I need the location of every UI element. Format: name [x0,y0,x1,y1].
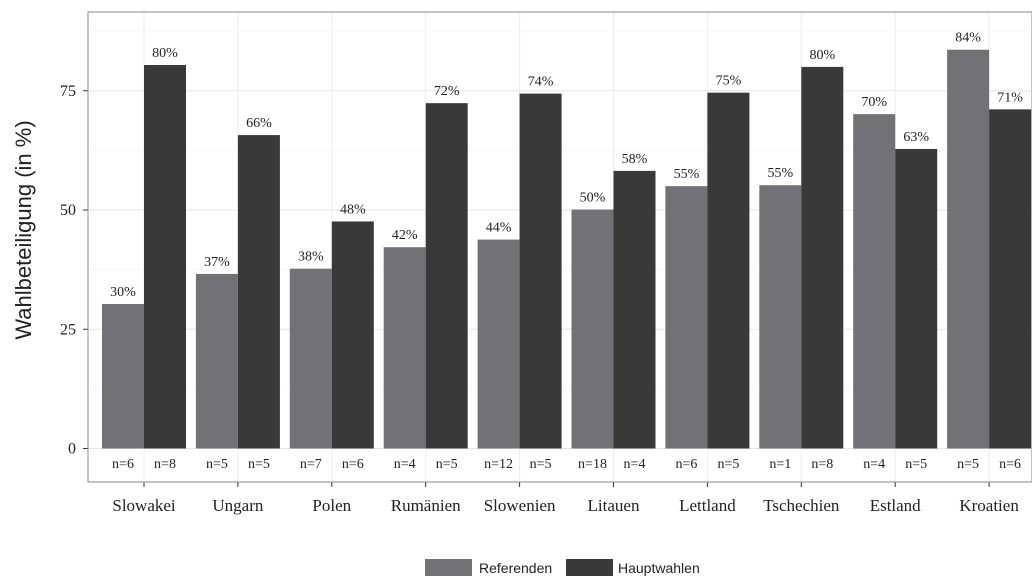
sample-size-label: n=12 [484,457,513,472]
bar-value-label: 55% [767,166,793,181]
bar-value-label: 84% [955,31,981,46]
bar-hauptwahlen [425,103,468,449]
bar-hauptwahlen [519,93,562,449]
sample-size-label: n=4 [863,457,885,472]
legend: Referenden Hauptwahlen [425,559,700,576]
x-tick-label: Slowenien [484,496,556,515]
bar-value-label: 58% [622,152,648,167]
bar-value-label: 70% [861,95,887,110]
bar-referenden [759,185,802,449]
sample-size-label: n=8 [154,457,176,472]
bar-referenden [102,303,144,449]
bar-referenden [665,186,708,449]
x-tick-label: Kroatien [959,496,1019,515]
legend-label-referenden: Referenden [479,560,552,576]
sample-size-label: n=5 [717,457,739,472]
bar-value-label: 55% [674,167,700,182]
bar-hauptwahlen [613,170,656,449]
bar-value-label: 30% [110,285,136,300]
y-tick-label: 50 [60,202,76,219]
x-tick-label: Tschechien [763,496,840,515]
plot-panel-border [87,11,1032,483]
sample-size-label: n=5 [905,457,927,472]
bar-hauptwahlen [801,66,844,449]
bar-hauptwahlen [895,148,938,449]
bar-referenden [383,247,426,449]
sample-size-label: n=5 [436,457,458,472]
bar-value-label: 80% [809,48,835,63]
bar-hauptwahlen [989,109,1032,449]
bars-layer [102,49,1032,449]
x-tick-label: Estland [870,496,921,515]
sample-size-label: n=4 [394,457,416,472]
y-tick-label: 25 [60,321,76,338]
labels-layer: 30% n=6 80% n=8 37% n=5 66% n=5 38% n=7 48% n=6 42% n… [110,31,1023,472]
bar-value-label: 71% [997,90,1023,105]
bar-value-label: 66% [246,116,272,131]
bar-referenden [947,49,990,449]
bar-referenden [853,114,896,449]
y-tick-label: 75 [60,83,76,100]
bar-value-label: 44% [486,221,512,236]
bar-value-label: 48% [340,202,366,217]
x-tick-label: Slowakei [112,496,176,515]
bar-value-label: 72% [434,84,460,99]
y-axis-title: Wahlbeteiligung (in %) [11,120,36,339]
sample-size-label: n=5 [206,457,228,472]
sample-size-label: n=5 [957,457,979,472]
sample-size-label: n=1 [769,457,791,472]
legend-swatch-referenden [425,559,472,576]
bar-value-label: 75% [716,74,742,89]
legend-swatch-hauptwahlen [566,559,613,576]
sample-size-label: n=4 [624,457,646,472]
sample-size-label: n=5 [530,457,552,472]
sample-size-label: n=18 [578,457,607,472]
bar-value-label: 42% [392,228,418,243]
bar-referenden [289,268,332,449]
bar-hauptwahlen [237,135,280,449]
bar-referenden [477,239,520,449]
sample-size-label: n=6 [999,457,1021,472]
bar-referenden [571,209,614,449]
axis-layer: 0 25 50 75 Slowakei Ungarn Polen Rumänien Slowen… [60,11,1032,515]
x-tick-label: Litauen [588,496,640,515]
bar-value-label: 37% [204,255,230,270]
sample-size-label: n=6 [675,457,697,472]
sample-size-label: n=5 [248,457,270,472]
bar-value-label: 74% [528,75,554,90]
bar-value-label: 50% [580,191,606,206]
x-tick-label: Polen [312,496,351,515]
legend-label-hauptwahlen: Hauptwahlen [618,560,700,576]
sample-size-label: n=8 [811,457,833,472]
sample-size-label: n=6 [342,457,364,472]
bar-hauptwahlen [144,64,186,449]
bar-value-label: 63% [903,130,929,145]
x-tick-label: Lettland [679,496,736,515]
bar-value-label: 80% [152,46,178,61]
bar-value-label: 38% [298,250,324,265]
y-tick-label: 0 [68,441,76,458]
sample-size-label: n=7 [300,457,322,472]
bar-hauptwahlen [707,92,750,449]
x-tick-label: Rumänien [391,496,461,515]
x-tick-label: Ungarn [212,496,263,515]
bar-referenden [195,273,238,449]
bar-hauptwahlen [331,221,374,449]
sample-size-label: n=6 [112,457,134,472]
